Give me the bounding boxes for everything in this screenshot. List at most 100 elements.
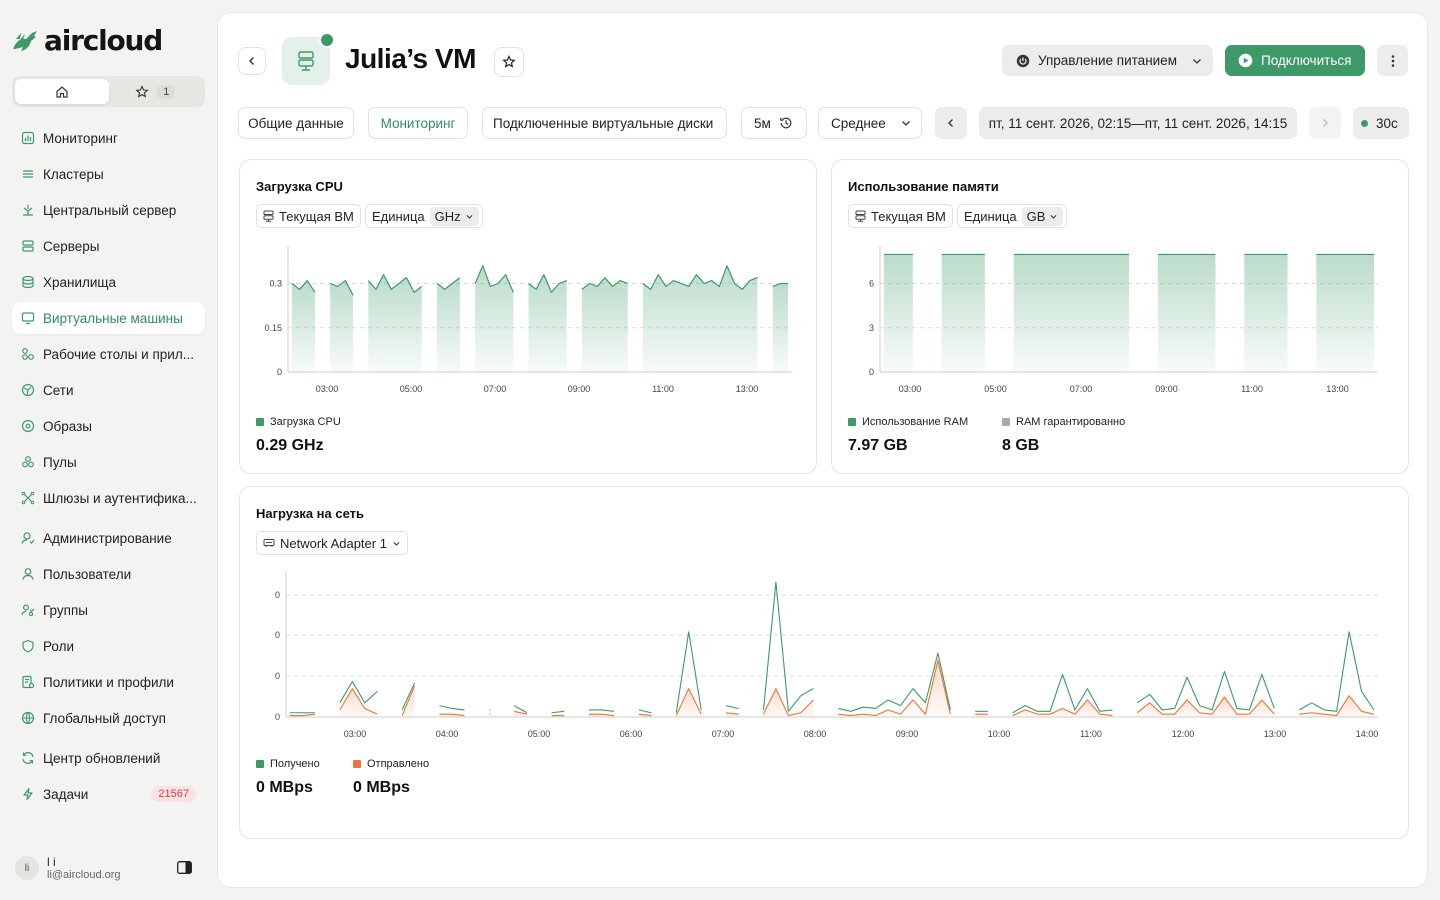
- shield-icon: [22, 639, 34, 653]
- cpu-area: [292, 280, 315, 372]
- monitoring-icon: [21, 131, 35, 145]
- aggregation-select[interactable]: Среднее: [818, 107, 922, 139]
- sidebar-item-networks[interactable]: Сети: [12, 374, 205, 406]
- ram-used-area: [1157, 254, 1216, 372]
- power-management-button[interactable]: Управление питанием: [1002, 45, 1213, 76]
- sent-line: [838, 659, 951, 717]
- sent-line: [762, 688, 814, 717]
- sidebar-item-servers[interactable]: Серверы: [12, 230, 205, 262]
- x-tick-label: 13:00: [1264, 729, 1287, 739]
- cpu-line: [581, 277, 628, 290]
- chevron-right-icon: [1323, 119, 1328, 127]
- sidebar-item-label: Задачи: [43, 786, 89, 802]
- tab-monitoring[interactable]: Мониторинг: [368, 107, 468, 139]
- favorite-button[interactable]: [494, 47, 524, 77]
- tab-overview[interactable]: Общие данные: [238, 107, 354, 139]
- sidebar-item-desktops[interactable]: Рабочие столы и прил...: [12, 338, 205, 370]
- auto-refresh-toggle[interactable]: 30с: [1353, 107, 1409, 139]
- sent-line: [589, 713, 615, 717]
- x-tick-label: 05:00: [400, 384, 423, 394]
- cpu-scope-chip[interactable]: Текущая ВМ: [256, 204, 361, 228]
- interval-select[interactable]: 5м: [741, 107, 807, 139]
- more-actions-button[interactable]: [1377, 45, 1408, 76]
- sidebar-item-policies[interactable]: Политики и профили: [12, 666, 205, 698]
- sent-area: [975, 714, 988, 717]
- network-card-title: Нагрузка на сеть: [256, 506, 365, 521]
- cpu-unit-label: Единица: [372, 208, 425, 224]
- memory-unit-select[interactable]: Единица GB: [957, 204, 1068, 228]
- sent-area: [339, 688, 378, 717]
- sidebar-item-central-server[interactable]: Центральный сервер: [12, 194, 205, 226]
- sidebar-item-user[interactable]: Пользователи: [12, 558, 205, 590]
- sidebar-item-monitoring[interactable]: Мониторинг: [12, 122, 205, 154]
- received-line: [1298, 631, 1375, 712]
- sidebar-toggle-icon[interactable]: [177, 861, 192, 874]
- user-profile[interactable]: li l i li@aircloud.org: [15, 852, 200, 884]
- x-tick-label: 09:00: [568, 384, 591, 394]
- back-button[interactable]: [238, 47, 266, 75]
- sidebar-nav: Мониторинг Кластеры Центральный сервер Серв…: [12, 122, 205, 814]
- previous-range-button[interactable]: [935, 107, 967, 139]
- logo[interactable]: aircloud: [10, 24, 163, 57]
- sidebar-item-pools[interactable]: Пулы: [12, 446, 205, 478]
- memory-unit-value: GB: [1026, 208, 1046, 224]
- sidebar-item-label: Виртуальные машины: [43, 310, 183, 326]
- cpu-line: [329, 279, 354, 296]
- cpu-area: [772, 283, 788, 372]
- x-tick-label: 06:00: [620, 729, 643, 739]
- home-tab[interactable]: [15, 79, 109, 104]
- sidebar-item-gateways[interactable]: Шлюзы и аутентифика...: [12, 482, 205, 514]
- server-icon: [263, 210, 274, 222]
- network-received-swatch: [256, 760, 264, 768]
- sidebar-item-lightning[interactable]: Задачи 21567: [12, 778, 205, 810]
- sidebar-item-shield[interactable]: Роли: [12, 630, 205, 662]
- sent-area: [763, 688, 814, 717]
- date-range-picker[interactable]: пт, 11 сент. 2026, 02:15—пт, 11 сент. 20…: [979, 107, 1297, 139]
- cpu-line: [528, 274, 567, 293]
- star-icon: [502, 55, 516, 68]
- cpu-area: [581, 277, 628, 372]
- sidebar-item-refresh[interactable]: Центр обновлений: [12, 742, 205, 774]
- sent-area: [514, 711, 527, 717]
- sidebar-item-label: Кластеры: [43, 166, 104, 182]
- sidebar-item-label: Политики и профили: [43, 674, 174, 690]
- chevron-down-icon: [393, 541, 400, 546]
- chevron-down-icon: [466, 214, 473, 219]
- tab-attached-disks[interactable]: Подключенные виртуальные диски: [482, 107, 727, 139]
- desktops-icon: [22, 348, 34, 360]
- cpu-area: [436, 277, 460, 372]
- memory-scope-chip[interactable]: Текущая ВМ: [848, 204, 953, 228]
- x-tick-label: 04:00: [436, 729, 459, 739]
- memory-guaranteed-value: 8 GB: [1002, 437, 1040, 454]
- next-range-button[interactable]: [1309, 107, 1341, 139]
- sidebar-item-globe[interactable]: Глобальный доступ: [12, 702, 205, 734]
- sidebar-item-label: Образы: [43, 418, 92, 434]
- connect-button[interactable]: Подключиться: [1225, 45, 1365, 76]
- y-tick-label: 0.3: [269, 279, 282, 289]
- server-icon: [855, 210, 866, 222]
- sidebar-item-clusters[interactable]: Кластеры: [12, 158, 205, 190]
- memory-guaranteed-label: RAM гарантированно: [1016, 416, 1126, 428]
- more-vertical-icon: [1391, 54, 1394, 67]
- cpu-unit-select[interactable]: Единица GHz: [365, 204, 483, 228]
- sidebar-item-images[interactable]: Образы: [12, 410, 205, 442]
- memory-unit-label: Единица: [964, 208, 1017, 224]
- favorites-tab[interactable]: 1: [109, 79, 203, 104]
- sidebar-item-label: Серверы: [43, 238, 100, 254]
- vm-icon: [21, 312, 35, 325]
- ram-used-area: [884, 254, 913, 372]
- cpu-line: [291, 279, 316, 293]
- sidebar-item-admin[interactable]: Администрирование: [12, 522, 205, 554]
- sent-line: [401, 685, 416, 716]
- sidebar-item-groups[interactable]: Группы: [12, 594, 205, 626]
- x-tick-label: 12:00: [1172, 729, 1195, 739]
- sidebar-item-vm[interactable]: Виртуальные машины: [12, 302, 205, 334]
- gateways-icon: [21, 491, 35, 505]
- memory-chart: 0 3 6 03:00 05:00 07:00 09:00 11:00 13:00: [869, 246, 1378, 394]
- x-tick-label: 07:00: [484, 384, 507, 394]
- x-tick-label: 03:00: [899, 384, 922, 394]
- network-adapter-select[interactable]: Network Adapter 1: [256, 531, 408, 555]
- sidebar-item-storage[interactable]: Хранилища: [12, 266, 205, 298]
- sidebar-item-label: Сети: [43, 382, 74, 398]
- sent-line: [290, 713, 315, 717]
